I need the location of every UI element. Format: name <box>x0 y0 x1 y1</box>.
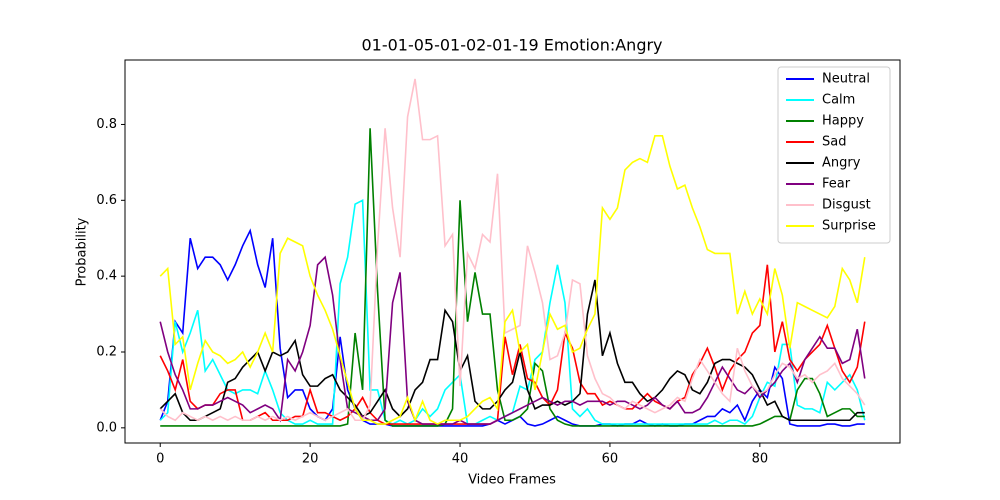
y-tick-label: 0.8 <box>96 117 117 132</box>
legend-label: Sad <box>822 135 846 150</box>
plot-area <box>159 78 866 427</box>
legend-label: Surprise <box>822 219 876 234</box>
x-tick-label: 80 <box>752 452 769 467</box>
legend-label: Calm <box>822 93 855 108</box>
legend-box <box>777 66 891 244</box>
x-tick-label: 40 <box>452 452 469 467</box>
axes-frame <box>124 59 901 444</box>
series-line <box>159 255 866 425</box>
series-line <box>159 78 866 422</box>
legend-label: Disgust <box>822 198 871 213</box>
legend-label: Angry <box>822 156 861 171</box>
series-line <box>159 264 866 425</box>
legend-label: Happy <box>822 114 864 129</box>
y-tick-label: 0.2 <box>96 344 117 359</box>
x-tick-label: 60 <box>602 452 619 467</box>
series-line <box>160 128 865 427</box>
chart-title: 01-01-05-01-02-01-19 Emotion:Angry <box>361 36 662 55</box>
y-axis-label: Probability <box>75 217 90 286</box>
x-axis-label: Video Frames <box>468 473 556 488</box>
y-tick-label: 0.6 <box>96 193 117 208</box>
series-line <box>159 279 865 422</box>
legend-label: Fear <box>822 177 851 192</box>
y-tick-label: 0.0 <box>96 420 117 435</box>
x-tick-label: 20 <box>302 452 319 467</box>
legend-label: Neutral <box>822 72 870 87</box>
x-tick-label: 0 <box>156 452 164 467</box>
series-line <box>159 135 866 425</box>
y-tick-label: 0.4 <box>96 269 117 284</box>
